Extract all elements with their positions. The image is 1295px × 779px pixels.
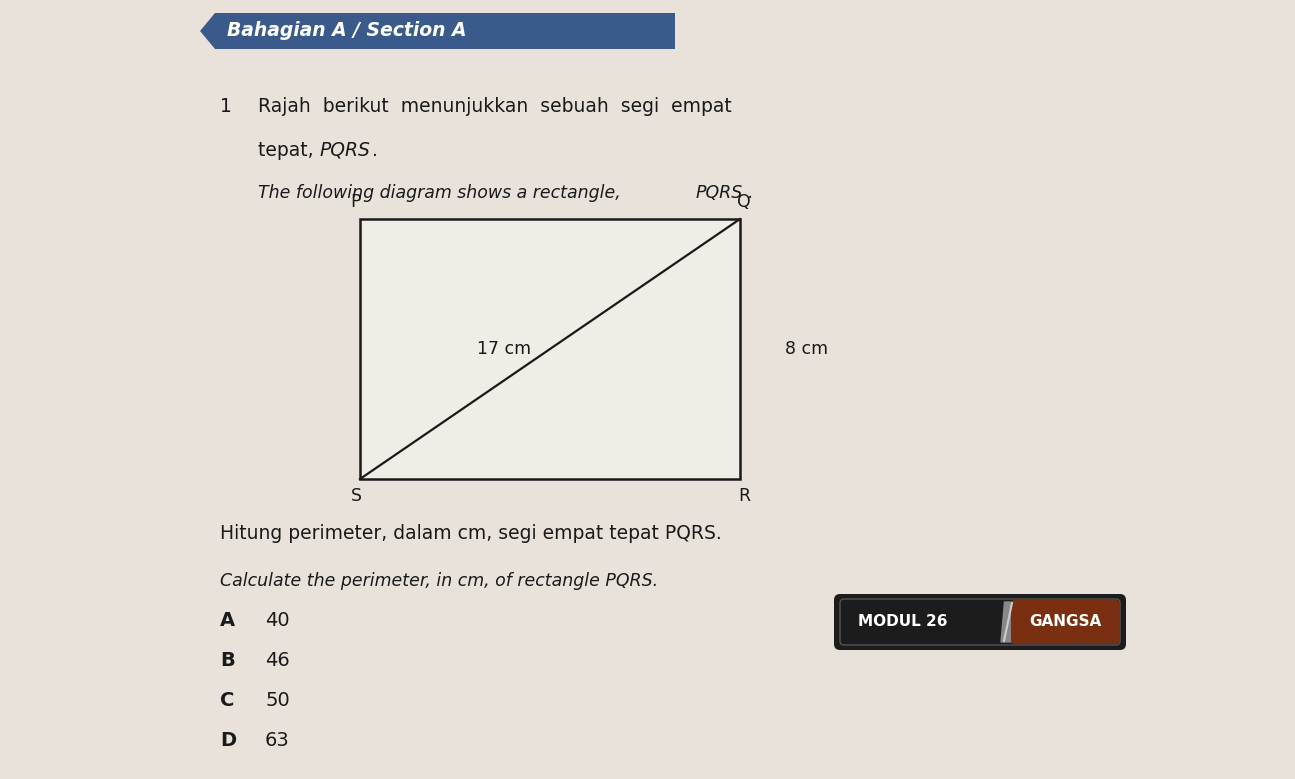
Text: Bahagian A / Section A: Bahagian A / Section A	[227, 22, 466, 41]
Text: C: C	[220, 691, 234, 710]
Text: GANGSA: GANGSA	[1028, 615, 1101, 629]
FancyBboxPatch shape	[215, 13, 675, 49]
Text: The following diagram shows a rectangle,: The following diagram shows a rectangle,	[258, 184, 627, 202]
Polygon shape	[1001, 602, 1015, 642]
Text: .: .	[372, 141, 378, 160]
Text: 1: 1	[220, 97, 232, 116]
Text: 46: 46	[265, 651, 290, 670]
Text: Q: Q	[737, 193, 751, 211]
Text: 8 cm: 8 cm	[785, 340, 828, 358]
Text: tepat,: tepat,	[258, 141, 320, 160]
Text: 50: 50	[265, 691, 290, 710]
Text: 40: 40	[265, 611, 290, 630]
Text: PQRS: PQRS	[695, 184, 743, 202]
Text: 63: 63	[265, 731, 290, 750]
Text: D: D	[220, 731, 236, 750]
Polygon shape	[199, 13, 215, 49]
Text: Hitung perimeter, dalam cm, segi empat tepat PQRS.: Hitung perimeter, dalam cm, segi empat t…	[220, 524, 721, 543]
Text: PQRS: PQRS	[320, 141, 370, 160]
Text: S: S	[351, 487, 361, 505]
Text: P: P	[351, 193, 361, 211]
Text: Rajah  berikut  menunjukkan  sebuah  segi  empat: Rajah berikut menunjukkan sebuah segi em…	[258, 97, 732, 116]
Polygon shape	[360, 219, 739, 479]
Text: A: A	[220, 611, 236, 630]
Text: Calculate the perimeter, in cm, of rectangle PQRS.: Calculate the perimeter, in cm, of recta…	[220, 572, 658, 590]
FancyBboxPatch shape	[1011, 600, 1119, 644]
Text: MODUL 26: MODUL 26	[859, 615, 948, 629]
FancyBboxPatch shape	[834, 594, 1125, 650]
Text: 17 cm: 17 cm	[478, 340, 531, 358]
Text: B: B	[220, 651, 234, 670]
Text: .: .	[749, 184, 754, 202]
Text: R: R	[738, 487, 750, 505]
